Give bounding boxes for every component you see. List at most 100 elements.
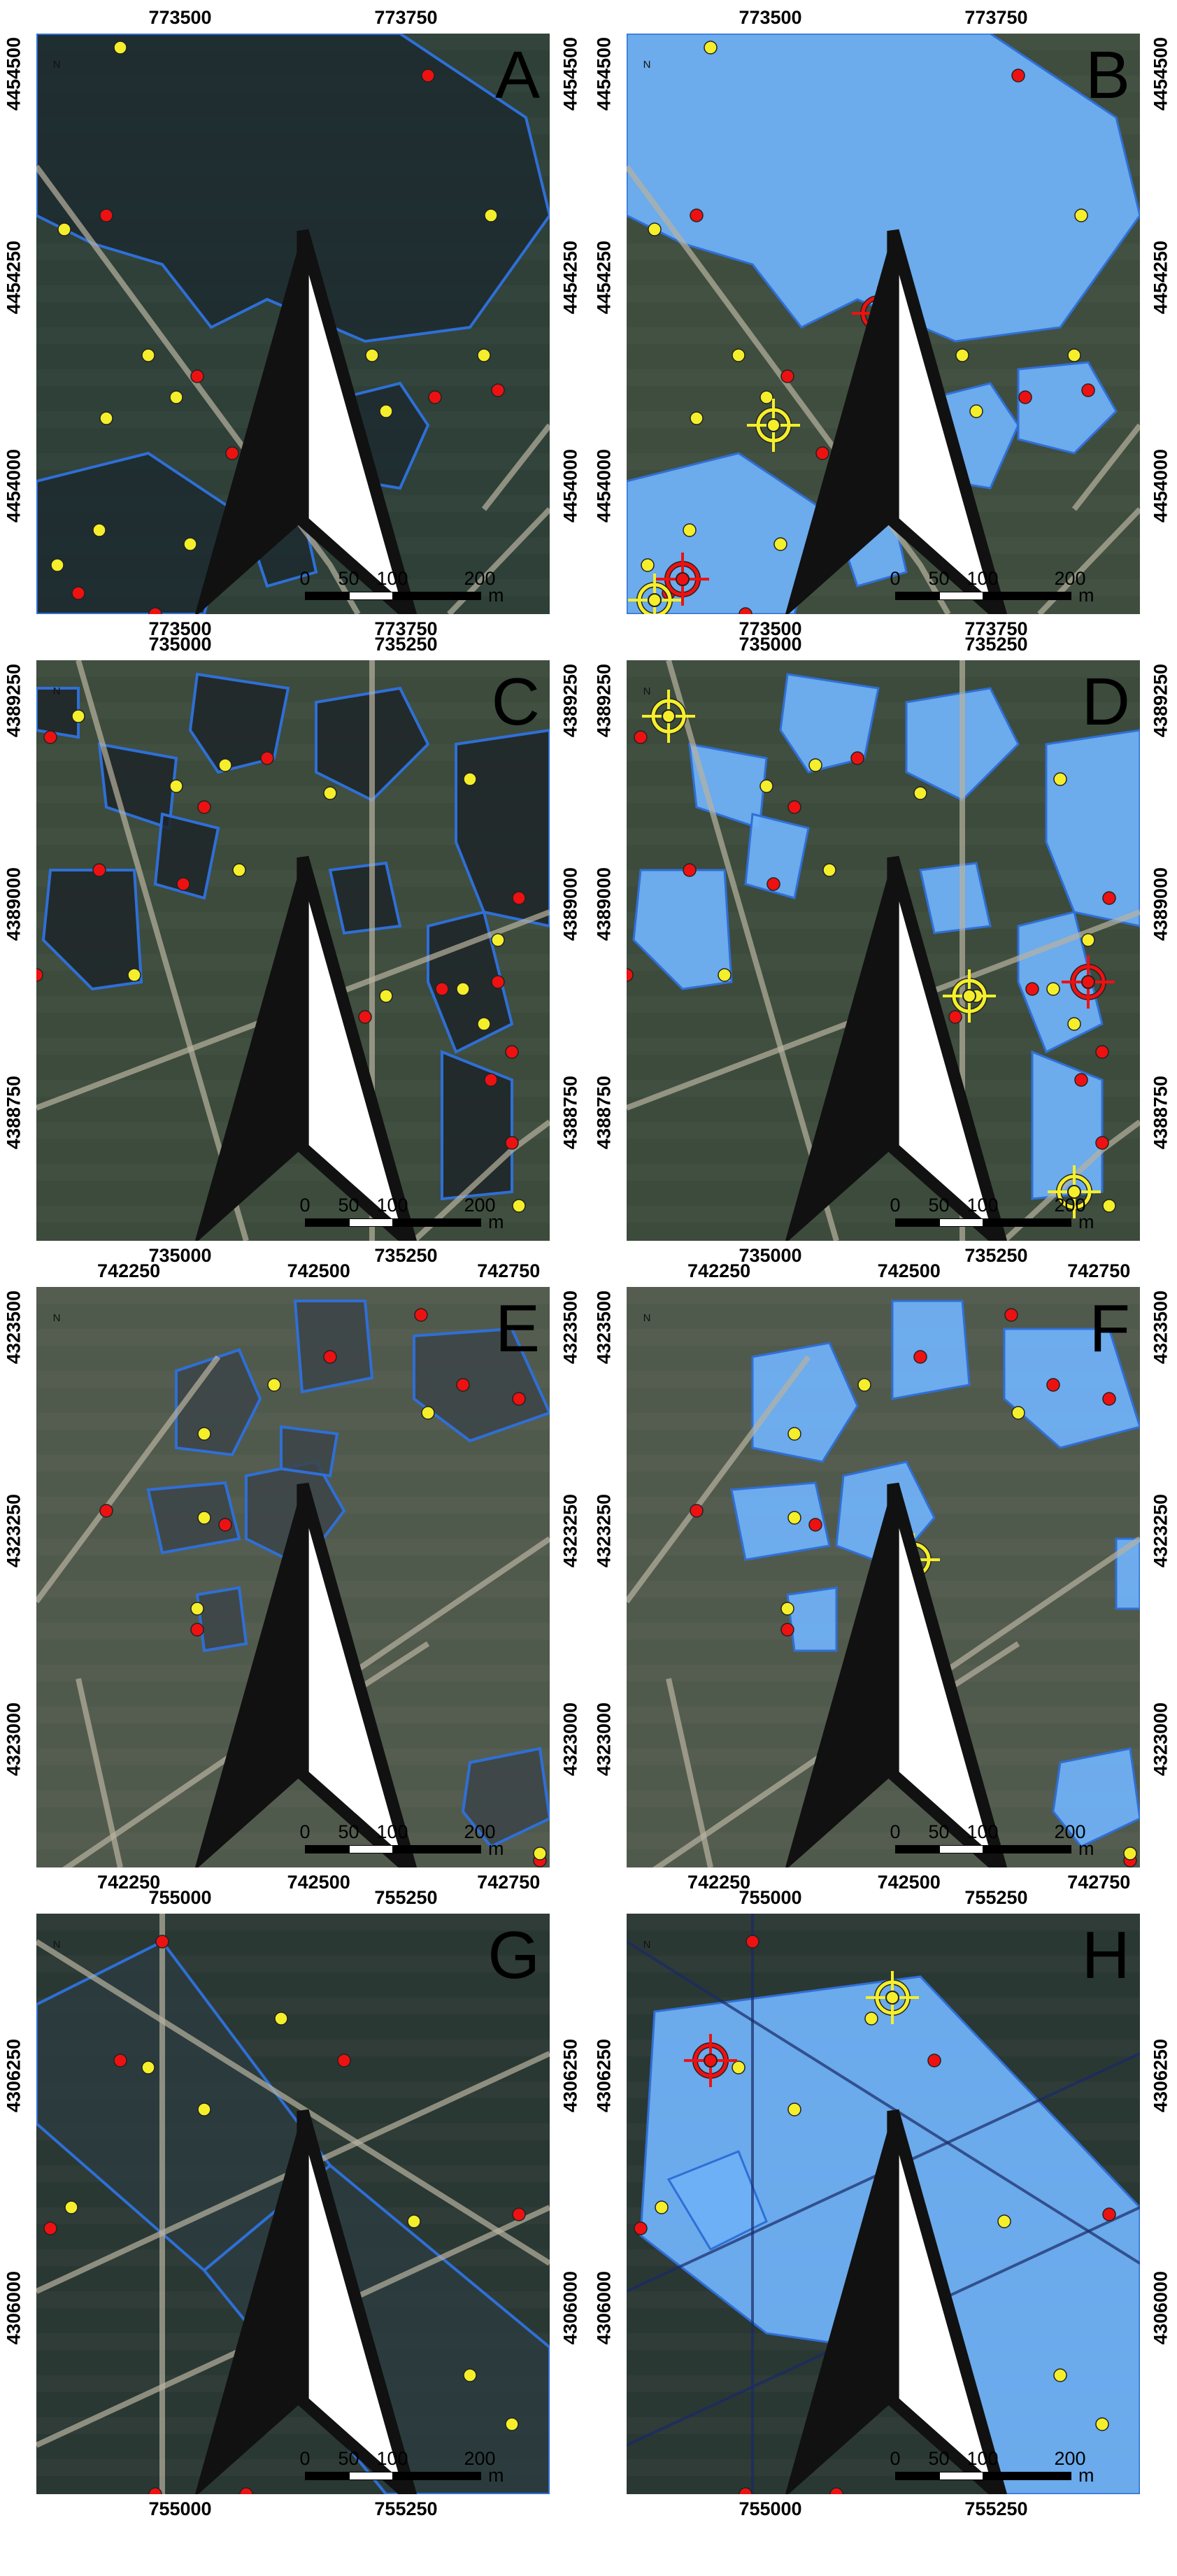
red-sample-point	[1095, 1045, 1109, 1059]
scale-bar-segment	[895, 2472, 941, 2480]
red-sample-point	[1102, 891, 1116, 905]
scale-bar-label: 0	[890, 568, 901, 589]
yellow-sample-point	[190, 1602, 204, 1616]
northing-tick-label: 4454000	[593, 449, 615, 523]
north-label: N	[643, 1312, 651, 1324]
northing-tick-label: 4389000	[1150, 867, 1171, 941]
red-sample-point	[1018, 390, 1032, 404]
scale-bar-label: 0	[299, 568, 311, 589]
red-sample-point	[323, 1350, 337, 1364]
northing-tick-label: 4323000	[593, 1702, 615, 1777]
easting-tick-label: 735250	[374, 1245, 438, 1266]
scale-bar-segment	[939, 592, 984, 600]
yellow-sample-point	[787, 1511, 801, 1525]
red-sample-point	[1004, 1308, 1018, 1322]
red-sample-point	[739, 2487, 752, 2494]
easting-tick-label: 773750	[374, 618, 438, 639]
north-arrow-icon: N	[46, 685, 418, 1241]
road-line	[666, 1678, 713, 1867]
water-body-outline	[153, 812, 220, 900]
yellow-crosshair-target-icon	[642, 690, 695, 743]
north-label: N	[52, 1939, 61, 1951]
classified-water-area	[666, 2150, 768, 2251]
yellow-crosshair-target-icon	[747, 399, 800, 452]
road-line	[36, 1355, 221, 1604]
easting-tick-label: 742750	[1067, 1260, 1131, 1281]
scale-bar-segment	[939, 2472, 984, 2480]
panel-letter: H	[1081, 1918, 1130, 1993]
easting-tick-label: 742250	[687, 1260, 751, 1281]
red-sample-point	[690, 1504, 704, 1518]
scale-bar-segment	[939, 1218, 984, 1227]
northing-tick-label: 4389250	[593, 664, 615, 738]
northing-tick-label: 4306250	[3, 2039, 24, 2113]
red-sample-point	[746, 1935, 759, 1949]
yellow-sample-point	[267, 1378, 281, 1392]
red-sample-point	[1074, 1073, 1088, 1087]
north-label: N	[643, 59, 651, 71]
red-sample-point	[766, 877, 780, 891]
water-body-outline	[413, 1327, 550, 1443]
red-sample-point	[43, 730, 57, 744]
easting-tick-label: 773750	[964, 618, 1028, 639]
panel-letter: C	[491, 664, 540, 739]
yellow-sample-point	[1053, 772, 1067, 786]
northing-tick-label: 4389250	[1150, 664, 1171, 738]
yellow-sample-point	[407, 2214, 421, 2228]
northing-tick-label: 4323250	[1150, 1493, 1171, 1567]
scale-bar-unit: m	[488, 2465, 504, 2486]
yellow-sample-point	[197, 1427, 211, 1441]
scale-bar: 0 50 100 200 m	[299, 568, 515, 607]
easting-tick-label: 773500	[148, 618, 212, 639]
northing-tick-label: 4454500	[559, 37, 581, 111]
yellow-sample-point	[456, 982, 470, 996]
scale-bar-segment	[983, 592, 1071, 600]
red-sample-point	[787, 800, 801, 814]
yellow-sample-point	[1102, 1199, 1116, 1213]
yellow-sample-point	[1046, 982, 1060, 996]
north-label: N	[52, 685, 61, 697]
scale-bar-label: 100	[966, 1821, 999, 1842]
yellow-sample-point	[732, 348, 746, 362]
basemap-texture	[36, 660, 550, 677]
yellow-sample-point	[57, 222, 71, 236]
easting-tick-label: 755000	[739, 1887, 802, 1908]
road-line	[76, 660, 249, 1241]
panel-letter: D	[1081, 664, 1130, 739]
yellow-crosshair-target-icon	[866, 1971, 919, 2024]
red-sample-point	[690, 208, 704, 222]
yellow-sample-point	[491, 933, 505, 947]
scale-bar-label: 100	[966, 2448, 999, 2469]
scale-bar-label: 50	[928, 2448, 950, 2469]
yellow-sample-point	[379, 989, 393, 1003]
red-sample-point	[1095, 1136, 1109, 1150]
classified-water-area	[919, 862, 992, 934]
yellow-sample-point	[857, 1378, 871, 1392]
north-arrow-icon: N	[46, 1312, 418, 1867]
red-sample-point	[92, 863, 106, 877]
yellow-sample-point	[505, 2417, 519, 2431]
easting-tick-label: 742500	[877, 1260, 941, 1281]
red-sample-point	[190, 369, 204, 383]
red-crosshair-target-icon	[1062, 955, 1115, 1009]
yellow-sample-point	[183, 537, 197, 551]
northing-tick-label: 4454000	[1150, 449, 1171, 523]
northing-tick-label: 4306000	[3, 2271, 24, 2345]
red-sample-point	[197, 800, 211, 814]
yellow-sample-point	[683, 523, 697, 537]
red-sample-point	[1081, 383, 1095, 397]
northing-tick-label: 4323000	[1150, 1702, 1171, 1777]
red-sample-point	[505, 1045, 519, 1059]
yellow-sample-point	[533, 1846, 547, 1860]
water-body-outline	[36, 687, 80, 739]
scale-bar-segment	[939, 1845, 984, 1853]
easting-tick-label: 742500	[877, 1872, 941, 1893]
yellow-sample-point	[787, 2102, 801, 2116]
yellow-sample-point	[690, 411, 704, 425]
classified-water-area	[779, 673, 880, 774]
red-sample-point	[1025, 982, 1039, 996]
red-sample-point	[634, 2221, 648, 2235]
red-sample-point	[428, 390, 442, 404]
easting-tick-label: 742750	[1067, 1872, 1131, 1893]
panel-h: N H 0 50 100 200 m	[627, 1914, 1140, 2494]
